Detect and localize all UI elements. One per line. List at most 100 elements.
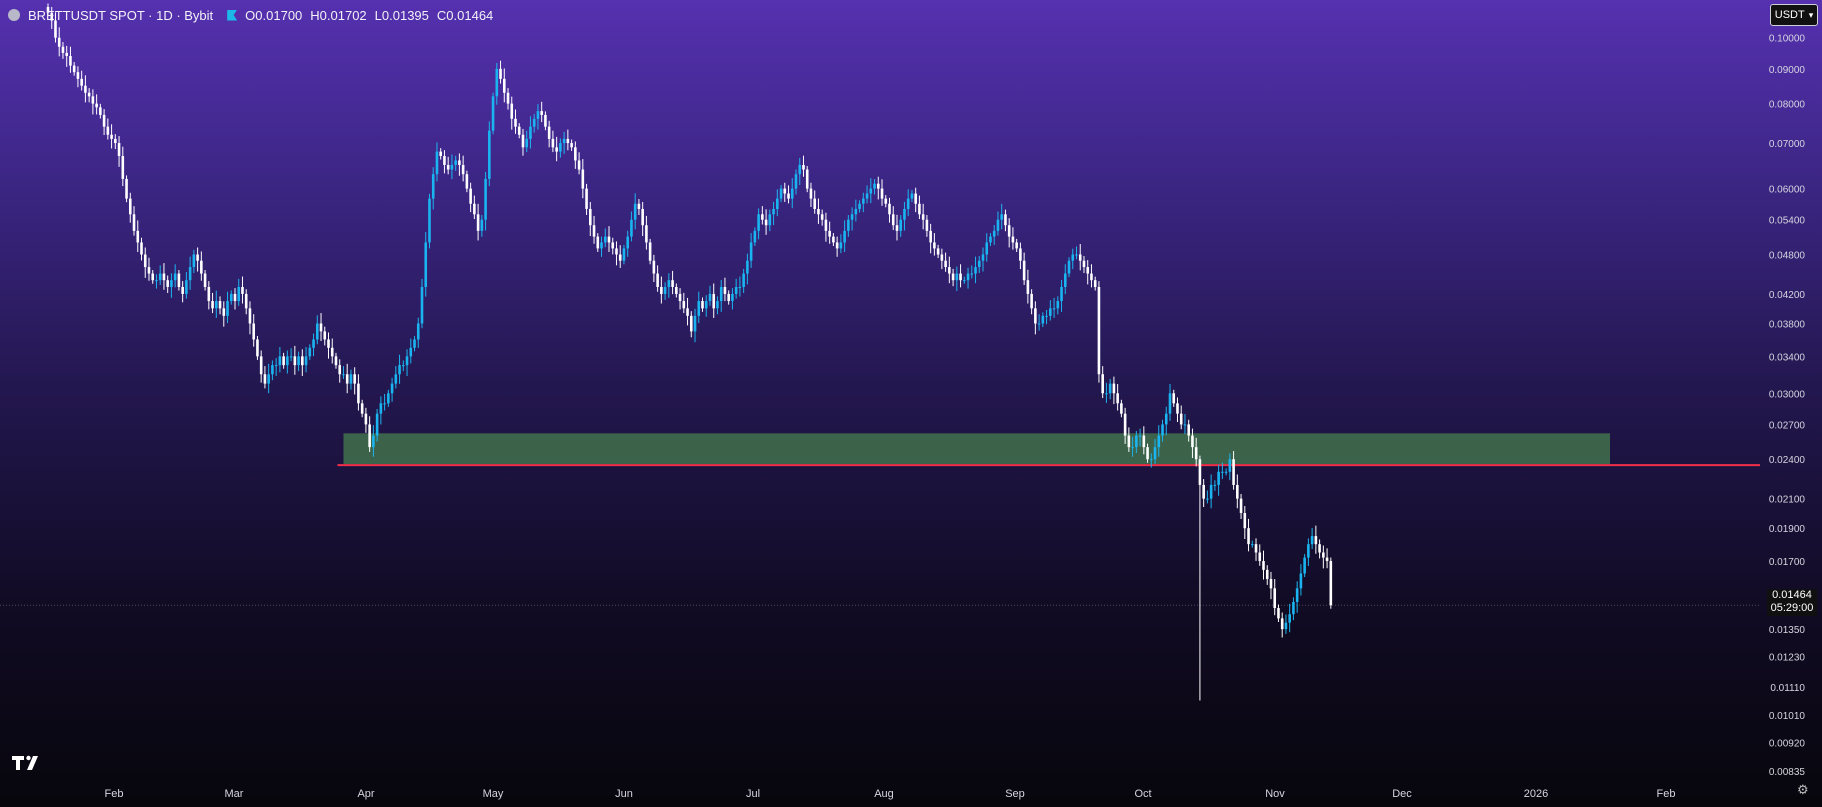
candle-body: [570, 143, 573, 148]
candle-body: [963, 280, 966, 282]
candle-body: [510, 103, 514, 119]
ohlc-values: O0.01700 H0.01702 L0.01395 C0.01464: [245, 8, 493, 23]
candle-body: [663, 286, 667, 294]
time-tick-label: Nov: [1265, 788, 1285, 800]
candle-body: [566, 138, 570, 144]
time-tick-label: Sep: [1005, 788, 1025, 800]
candle-body: [1037, 323, 1041, 325]
candle-body: [1067, 260, 1071, 274]
candle-body: [319, 323, 323, 332]
flag-icon[interactable]: [227, 9, 238, 21]
candle-body: [1284, 622, 1288, 630]
candle-body: [719, 286, 723, 302]
gear-icon[interactable]: ⚙: [1797, 782, 1809, 797]
last-price-value: 0.01464: [1772, 589, 1812, 601]
candle-body: [697, 301, 701, 316]
candle-body: [446, 164, 450, 170]
candle-body: [600, 242, 603, 249]
candle-body: [166, 280, 169, 287]
price-tick-label: 0.03400: [1769, 352, 1806, 363]
candle-body: [521, 134, 525, 148]
time-tick-label: 2026: [1524, 788, 1548, 800]
candle-body: [402, 365, 405, 367]
candle-body: [87, 92, 91, 97]
candle-body: [779, 188, 783, 199]
price-tick-label: 0.05400: [1769, 216, 1806, 227]
chevron-down-icon: ▾: [1808, 9, 1814, 20]
time-tick-label: Oct: [1134, 788, 1151, 800]
candle-body: [1325, 557, 1329, 562]
candle-body: [742, 273, 745, 287]
symbol-title[interactable]: BRETTUSDT SPOT · 1D · Bybit: [28, 7, 214, 23]
candle-body: [151, 273, 155, 281]
candle-body: [1045, 315, 1048, 317]
candle-body: [278, 356, 282, 366]
price-tick-label: 0.00920: [1769, 738, 1806, 749]
candle-body: [854, 208, 858, 215]
candle-body: [562, 138, 566, 144]
candle-body: [364, 413, 368, 425]
candle-body: [379, 403, 383, 414]
candle-body: [1329, 561, 1333, 606]
candle-body: [117, 143, 121, 157]
candle-body: [813, 198, 816, 209]
candle-body: [544, 114, 547, 127]
candle-body: [334, 356, 338, 366]
candle-body: [835, 242, 839, 249]
candle-body: [1097, 286, 1101, 375]
candle-body: [1153, 447, 1157, 460]
candle-body: [1303, 557, 1306, 574]
candle-body: [787, 193, 790, 199]
price-tick-label: 0.01900: [1769, 524, 1806, 535]
candle-body: [1183, 424, 1187, 426]
candle-body: [1292, 601, 1295, 615]
candle-body: [675, 286, 678, 294]
candle-body: [977, 260, 981, 268]
price-tick-label: 0.01110: [1770, 683, 1805, 694]
tradingview-logo-icon[interactable]: [12, 754, 42, 770]
candle-body: [865, 193, 869, 199]
candle-body: [469, 188, 472, 204]
price-tick-label: 0.01010: [1769, 711, 1806, 722]
candle-body: [1202, 484, 1205, 499]
candle-body: [106, 126, 110, 135]
candle-body: [891, 214, 895, 226]
candle-body: [1322, 552, 1325, 558]
candle-body: [981, 254, 985, 261]
currency-selector[interactable]: USDT ▾: [1770, 4, 1818, 26]
time-tick-label: May: [483, 788, 504, 800]
price-tick-label: 0.02100: [1769, 495, 1806, 506]
candle-body: [749, 242, 753, 261]
candle-body: [1314, 536, 1318, 545]
candle-body: [308, 347, 312, 357]
candle-body: [1273, 588, 1277, 609]
candle-body: [772, 208, 775, 215]
candle-body: [185, 280, 188, 294]
candle-body: [203, 273, 207, 287]
candle-body: [992, 230, 996, 237]
candle-body: [559, 143, 562, 152]
candle-body: [794, 174, 798, 189]
candle-body: [884, 198, 888, 204]
candle-body: [1116, 393, 1119, 404]
candle-body: [974, 267, 977, 274]
candle-body: [110, 134, 113, 139]
candle-body: [177, 273, 181, 287]
candle-body: [757, 214, 760, 231]
candle-body: [641, 208, 644, 226]
time-tick-label: Dec: [1392, 788, 1412, 800]
candle-body: [72, 65, 76, 73]
candle-body: [1026, 280, 1030, 294]
candle-body: [207, 286, 211, 302]
candle-body: [155, 280, 158, 282]
candle-body: [1105, 393, 1108, 395]
time-tick-label: Apr: [357, 788, 374, 800]
candle-body: [1206, 498, 1209, 500]
candle-body: [689, 315, 693, 332]
price-tick-label: 0.01230: [1769, 653, 1806, 664]
price-tick-label: 0.03000: [1769, 389, 1806, 400]
candle-body: [862, 198, 865, 204]
candle-body: [1172, 393, 1176, 404]
candles: [46, 3, 1333, 701]
